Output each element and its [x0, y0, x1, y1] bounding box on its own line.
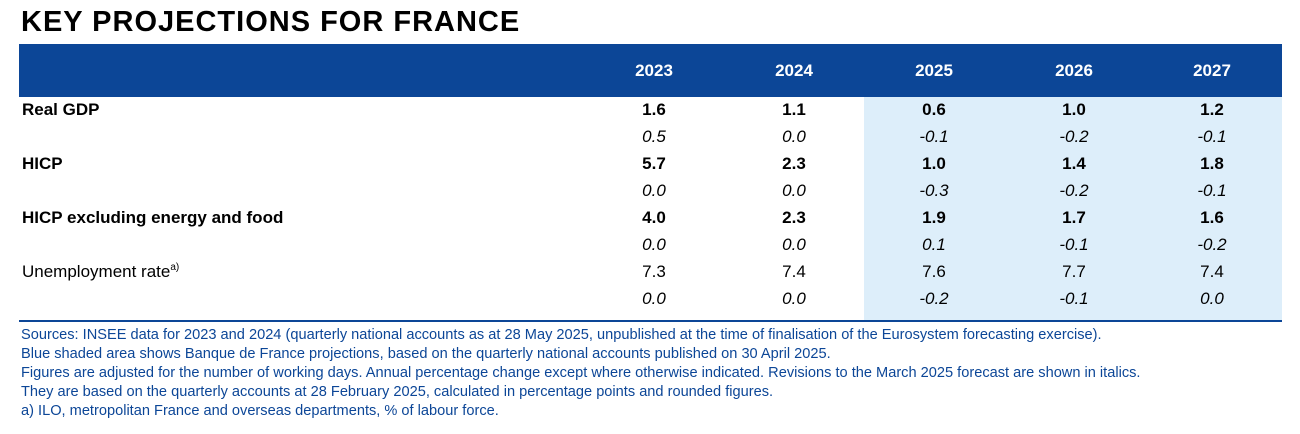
- footnote-line: Figures are adjusted for the number of w…: [21, 365, 1141, 381]
- table-cell: 0.0: [642, 235, 666, 254]
- table-cell: 4.0: [642, 208, 666, 227]
- table-cell: 1.9: [922, 208, 946, 227]
- table-cell: 5.7: [642, 154, 666, 173]
- table-cell: -0.1: [1197, 127, 1227, 146]
- table-cell: 0.6: [922, 100, 946, 119]
- year-header-2026: 2026: [1055, 61, 1093, 80]
- row-label: Real GDP: [22, 100, 99, 120]
- table-cell: 1.7: [1062, 208, 1086, 227]
- table-row: HICP excluding energy and food 4.0 2.3 1.9 1…: [19, 205, 1282, 231]
- table-cell: 0.0: [642, 289, 666, 308]
- table-cell: 0.0: [782, 235, 806, 254]
- footnotes: Sources: INSEE data for 2023 and 2024 (q…: [21, 326, 1286, 421]
- footnote-line: Sources: INSEE data for 2023 and 2024 (q…: [21, 327, 1102, 343]
- row-label: HICP: [22, 154, 63, 174]
- table-cell: -0.1: [1197, 181, 1227, 200]
- table-cell: 7.3: [642, 262, 666, 281]
- table-cell: -0.1: [1059, 289, 1089, 308]
- table-cell: -0.2: [919, 289, 949, 308]
- table-cell: -0.2: [1059, 127, 1089, 146]
- row-label: HICP excluding energy and food: [22, 208, 283, 228]
- year-header-2027: 2027: [1193, 61, 1231, 80]
- row-label: Unemployment ratea): [22, 262, 179, 282]
- divider: [19, 320, 1282, 322]
- table-cell: 0.1: [922, 235, 946, 254]
- table-body: Real GDP 1.6 1.1 0.6 1.0 1.2 0.5 0.0 -0.1 -0.2 -0.…: [19, 97, 1282, 321]
- row-label-text: HICP excluding energy and food: [22, 208, 284, 227]
- table-row: 0.5 0.0 -0.1 -0.2 -0.1: [19, 124, 1282, 150]
- table-row: 0.0 0.0 -0.3 -0.2 -0.1: [19, 178, 1282, 204]
- table-cell: 1.1: [782, 100, 806, 119]
- row-label-text: HICP: [22, 154, 63, 173]
- footnote-line: Blue shaded area shows Banque de France …: [21, 346, 831, 362]
- table-cell: 7.7: [1062, 262, 1086, 281]
- table-cell: 1.4: [1062, 154, 1086, 173]
- year-header-2024: 2024: [775, 61, 813, 80]
- table-row: HICP 5.7 2.3 1.0 1.4 1.8: [19, 151, 1282, 177]
- table-cell: -0.2: [1059, 181, 1089, 200]
- table-cell: 0.0: [642, 181, 666, 200]
- table-cell: 0.0: [782, 289, 806, 308]
- table-row: Unemployment ratea) 7.3 7.4 7.6 7.7 7.4: [19, 259, 1282, 285]
- table-cell: 0.0: [782, 127, 806, 146]
- table-cell: -0.1: [919, 127, 949, 146]
- table-cell: 1.8: [1200, 154, 1224, 173]
- table-cell: 7.4: [1200, 262, 1224, 281]
- projection-shaded-area: [864, 97, 1282, 321]
- table-row: 0.0 0.0 0.1 -0.1 -0.2: [19, 232, 1282, 258]
- table-cell: 0.0: [782, 181, 806, 200]
- table-cell: -0.2: [1197, 235, 1227, 254]
- page-title: KEY PROJECTIONS FOR FRANCE: [21, 6, 521, 38]
- year-header-2023: 2023: [635, 61, 673, 80]
- table-cell: 1.6: [642, 100, 666, 119]
- table-cell: 2.3: [782, 154, 806, 173]
- table-cell: 2.3: [782, 208, 806, 227]
- table-cell: 7.4: [782, 262, 806, 281]
- footnote-line: a) ILO, metropolitan France and overseas…: [21, 403, 499, 419]
- footnote-marker: a): [170, 262, 180, 273]
- row-label-text: Real GDP: [22, 100, 100, 119]
- table-cell: -0.3: [919, 181, 949, 200]
- table-cell: 0.5: [642, 127, 666, 146]
- year-header-2025: 2025: [915, 61, 953, 80]
- row-label-text: Unemployment rate: [22, 262, 171, 281]
- table-cell: 0.0: [1200, 289, 1224, 308]
- table-cell: 1.6: [1200, 208, 1224, 227]
- table-cell: 1.0: [922, 154, 946, 173]
- projections-table: 2023 2024 2025 2026 2027 Real GDP 1.6 1.1 0…: [19, 44, 1282, 321]
- footnote-line: They are based on the quarterly accounts…: [21, 384, 774, 400]
- table-row: 0.0 0.0 -0.2 -0.1 0.0: [19, 286, 1282, 312]
- table-cell: 7.6: [922, 262, 946, 281]
- table-cell: 1.0: [1062, 100, 1086, 119]
- table-header: 2023 2024 2025 2026 2027: [19, 44, 1282, 97]
- table-cell: 1.2: [1200, 100, 1224, 119]
- table-cell: -0.1: [1059, 235, 1089, 254]
- table-row: Real GDP 1.6 1.1 0.6 1.0 1.2: [19, 97, 1282, 123]
